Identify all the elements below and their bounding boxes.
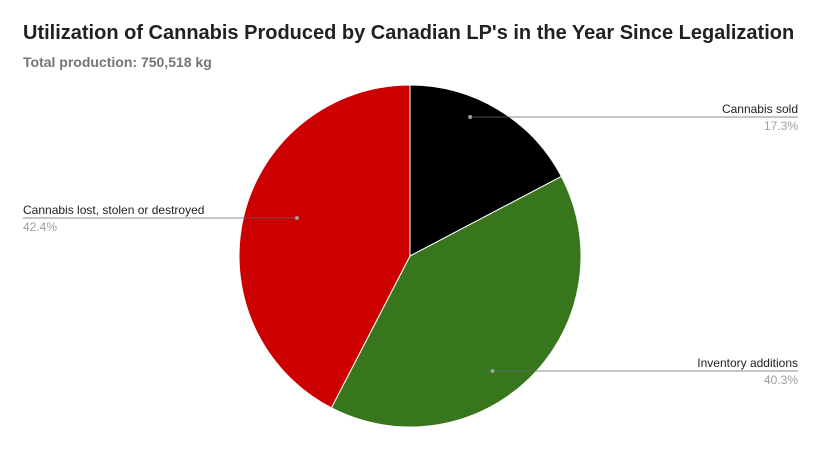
- leader-dot-1: [468, 115, 473, 119]
- leader-dot-3: [295, 216, 300, 220]
- pie-labels: Cannabis sold 17.3% Inventory additions 40.…: [23, 102, 798, 387]
- slice-label-2: Inventory additions: [697, 356, 798, 370]
- slice-label-3: Cannabis lost, stolen or destroyed: [23, 203, 204, 217]
- pie-slice-3: [238, 84, 411, 409]
- pie-slices: [238, 84, 582, 428]
- slice-percent-3: 42.4%: [23, 220, 57, 234]
- slice-percent-2: 40.3%: [764, 373, 798, 387]
- chart-subtitle: Total production: 750,518 kg: [23, 54, 212, 70]
- slice-percent-1: 17.3%: [764, 119, 798, 133]
- slice-label-1: Cannabis sold: [722, 102, 798, 116]
- pie-slice-2: [330, 175, 582, 428]
- pie-slice-1: [409, 84, 563, 257]
- leader-dot-2: [490, 369, 495, 373]
- chart-title: Utilization of Cannabis Produced by Cana…: [23, 22, 795, 44]
